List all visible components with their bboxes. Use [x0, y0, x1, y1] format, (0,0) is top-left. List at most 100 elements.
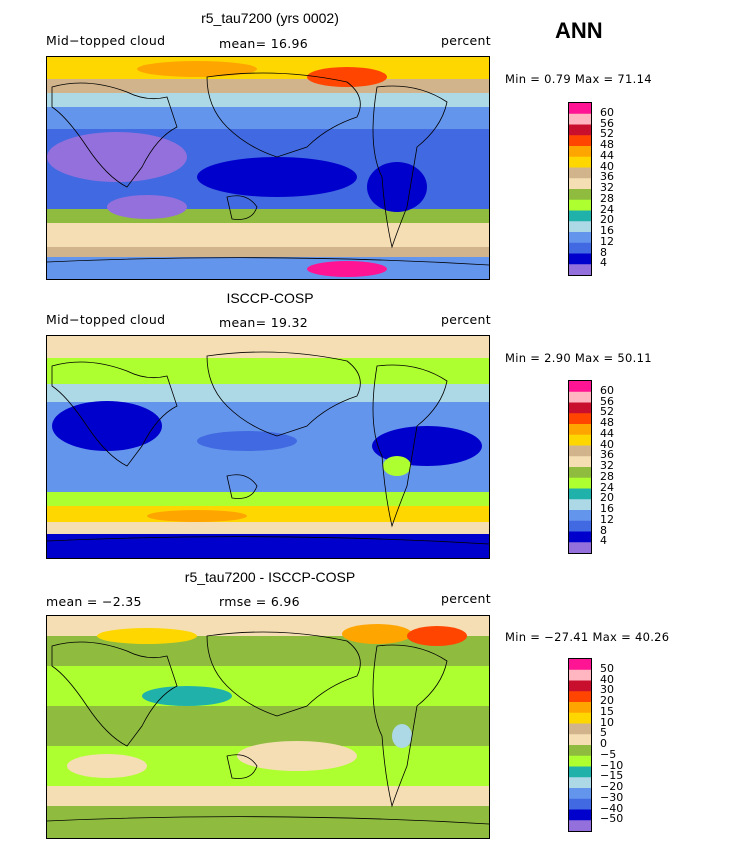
colorbar-level-label: −20	[600, 780, 624, 793]
colorbar-swatch	[569, 510, 591, 522]
colorbar-swatch	[569, 178, 591, 190]
panel-1-map-svg	[47, 57, 489, 279]
colorbar-level-label: 52	[600, 127, 614, 141]
colorbar-level-label: 60	[600, 383, 614, 397]
colorbar-swatch	[569, 488, 591, 500]
panel-3-units: percent	[441, 591, 491, 606]
colorbar-level-label: 4	[600, 534, 607, 548]
colorbar-swatch	[569, 124, 591, 136]
colorbar-swatch	[569, 167, 591, 179]
colorbar-level-label: 50	[600, 661, 614, 675]
colorbar-level-label: 40	[600, 672, 614, 686]
colorbar-swatch	[569, 777, 591, 789]
panel-2-colorbar-labels: 60 56 52 48 44 40 36 32 28 24 20 16 12 8 4	[600, 380, 660, 552]
colorbar-level-label: 52	[600, 405, 614, 419]
colorbar-level-label: 36	[600, 170, 614, 184]
colorbar-level-label: 12	[600, 512, 614, 526]
colorbar-swatch	[569, 723, 591, 735]
panel-3-colorbar-svg	[569, 659, 591, 831]
colorbar-swatch	[569, 499, 591, 511]
colorbar-swatch	[569, 691, 591, 703]
colorbar-swatch	[569, 242, 591, 254]
colorbar-swatch	[569, 702, 591, 714]
colorbar-swatch	[569, 146, 591, 158]
colorbar-level-label: 15	[600, 704, 614, 718]
colorbar-level-label: 16	[600, 224, 614, 237]
colorbar-swatch	[569, 264, 591, 275]
colorbar-level-label: 60	[600, 105, 614, 119]
colorbar-swatch	[569, 734, 591, 746]
colorbar-level-label: 48	[600, 138, 614, 151]
colorbar-level-label: 10	[600, 715, 614, 729]
panel-1-map	[46, 56, 490, 280]
colorbar-level-label: 8	[600, 523, 607, 537]
colorbar-level-label: 30	[600, 683, 614, 697]
panel-3-colorbar-labels: 50 40 30 20 15 10 5 0 −5 −10 −15 −20 −30 −40 −50	[600, 658, 660, 830]
colorbar-level-label: 40	[600, 159, 614, 173]
panel-3-title: r5_tau7200 - ISCCP-COSP	[184, 569, 356, 585]
colorbar-swatch	[569, 542, 591, 553]
colorbar-swatch	[569, 467, 591, 479]
colorbar-swatch	[569, 531, 591, 543]
colorbar-level-label: 32	[600, 181, 614, 194]
colorbar-level-label: 24	[600, 202, 614, 216]
panel-3-minmax: Min = −27.41 Max = 40.26	[505, 630, 670, 644]
panel-1-colorbar-labels: 60 56 52 48 44 40 36 32 28 24 20 16 12 8 4	[600, 102, 660, 274]
colorbar-swatch	[569, 103, 591, 115]
colorbar-level-label: 24	[600, 480, 614, 494]
colorbar-level-label: 20	[600, 491, 614, 505]
panel-3-map	[46, 615, 490, 839]
colorbar-level-label: −5	[600, 747, 617, 761]
panel-3-map-svg	[47, 616, 489, 838]
colorbar-swatch	[569, 659, 591, 671]
colorbar-level-label: 16	[600, 502, 614, 515]
panel-2-colorbar-svg	[569, 381, 591, 553]
colorbar-level-label: 8	[600, 245, 607, 259]
colorbar-swatch	[569, 210, 591, 222]
panel-1-variable: Mid−topped cloud	[46, 33, 166, 48]
colorbar-swatch	[569, 477, 591, 489]
colorbar-swatch	[569, 199, 591, 211]
panel-2-colorbar	[568, 380, 592, 554]
colorbar-swatch	[569, 413, 591, 425]
panel-2-title: ISCCP-COSP	[226, 290, 314, 306]
colorbar-level-label: 5	[600, 726, 607, 740]
colorbar-swatch	[569, 745, 591, 757]
panel-2-variable: Mid−topped cloud	[46, 312, 166, 327]
colorbar-swatch	[569, 135, 591, 147]
panel-2-minmax: Min = 2.90 Max = 50.11	[505, 351, 652, 365]
colorbar-level-label: 32	[600, 459, 614, 472]
colorbar-swatch	[569, 221, 591, 233]
colorbar-swatch	[569, 156, 591, 168]
colorbar-level-label: 20	[600, 213, 614, 227]
colorbar-swatch	[569, 253, 591, 265]
panel-1-title: r5_tau7200 (yrs 0002)	[201, 10, 339, 26]
colorbar-swatch	[569, 755, 591, 767]
panel-1-minmax: Min = 0.79 Max = 71.14	[505, 72, 652, 86]
colorbar-level-label: 4	[600, 256, 607, 270]
colorbar-level-label: −10	[600, 758, 624, 772]
colorbar-swatch	[569, 788, 591, 800]
colorbar-level-label: 40	[600, 437, 614, 451]
colorbar-swatch	[569, 520, 591, 532]
panel-2-units: percent	[441, 312, 491, 327]
colorbar-swatch	[569, 809, 591, 821]
colorbar-swatch	[569, 434, 591, 446]
colorbar-swatch	[569, 798, 591, 810]
panel-1-mean: mean= 16.96	[219, 36, 308, 51]
colorbar-level-label: −15	[600, 769, 624, 783]
panel-1-colorbar	[568, 102, 592, 276]
colorbar-swatch	[569, 232, 591, 244]
colorbar-swatch	[569, 424, 591, 436]
colorbar-level-label: 20	[600, 694, 614, 707]
colorbar-swatch	[569, 391, 591, 403]
colorbar-level-label: 56	[600, 394, 614, 408]
colorbar-swatch	[569, 669, 591, 681]
panel-3-colorbar	[568, 658, 592, 832]
panel-3-rmse: rmse = 6.96	[219, 594, 300, 609]
panel-2-map	[46, 335, 490, 559]
colorbar-level-label: 28	[600, 469, 614, 483]
colorbar-swatch	[569, 712, 591, 724]
colorbar-level-label: −50	[600, 812, 624, 826]
colorbar-level-label: −40	[600, 801, 624, 815]
